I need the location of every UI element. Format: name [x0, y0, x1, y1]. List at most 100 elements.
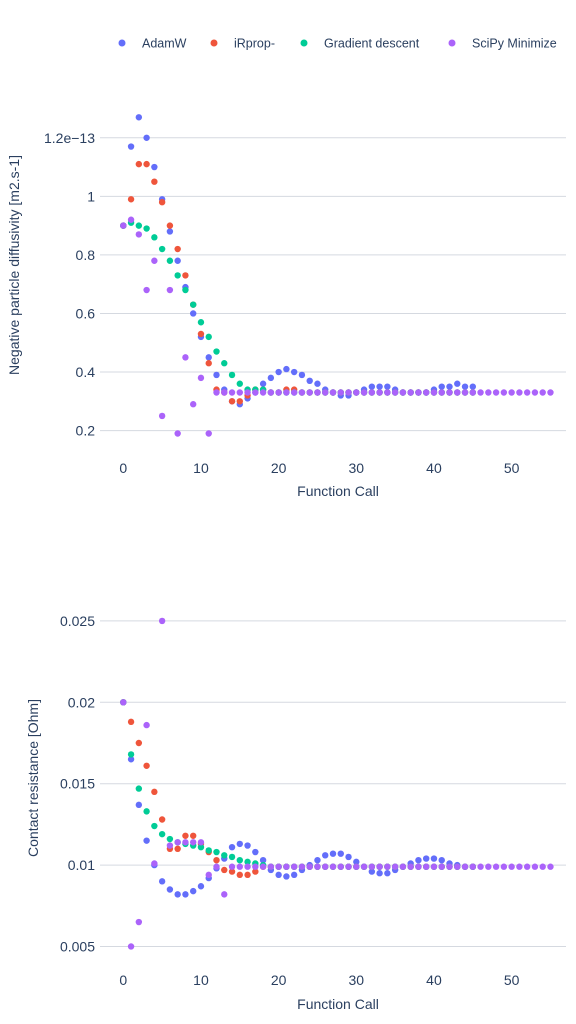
data-point[interactable]: [158, 198, 166, 206]
data-point[interactable]: [190, 301, 197, 308]
data-point[interactable]: [213, 848, 220, 856]
data-point[interactable]: [182, 354, 189, 361]
data-point[interactable]: [174, 430, 181, 437]
data-point[interactable]: [190, 401, 197, 408]
data-point[interactable]: [182, 839, 189, 846]
data-point[interactable]: [368, 383, 376, 390]
data-point[interactable]: [423, 855, 430, 862]
data-point[interactable]: [290, 368, 298, 376]
data-point[interactable]: [454, 380, 461, 387]
data-point[interactable]: [485, 389, 492, 396]
data-point[interactable]: [283, 365, 290, 373]
data-point[interactable]: [469, 863, 476, 870]
data-point[interactable]: [329, 850, 337, 857]
data-point[interactable]: [353, 389, 360, 396]
data-point[interactable]: [182, 272, 189, 279]
data-point[interactable]: [213, 348, 220, 355]
data-point[interactable]: [415, 856, 422, 864]
data-point[interactable]: [430, 863, 438, 870]
data-point[interactable]: [205, 430, 212, 437]
data-point[interactable]: [523, 389, 531, 396]
data-point[interactable]: [547, 863, 554, 870]
data-point[interactable]: [267, 374, 275, 382]
data-point[interactable]: [469, 383, 476, 390]
data-point[interactable]: [197, 883, 205, 890]
data-point[interactable]: [376, 383, 383, 390]
data-point[interactable]: [461, 383, 469, 390]
data-point[interactable]: [221, 866, 228, 874]
data-point[interactable]: [399, 389, 407, 396]
data-point[interactable]: [236, 840, 243, 848]
data-point[interactable]: [477, 863, 484, 870]
data-point[interactable]: [221, 389, 228, 396]
data-point[interactable]: [446, 863, 453, 870]
data-point[interactable]: [290, 871, 298, 879]
data-point[interactable]: [143, 134, 150, 141]
data-point[interactable]: [516, 863, 523, 870]
data-point[interactable]: [283, 389, 290, 396]
data-point[interactable]: [244, 842, 251, 849]
data-point[interactable]: [259, 380, 267, 387]
data-point[interactable]: [275, 871, 282, 879]
data-point[interactable]: [430, 855, 438, 862]
data-point[interactable]: [143, 837, 150, 844]
data-point[interactable]: [337, 863, 344, 870]
data-point[interactable]: [391, 863, 399, 870]
data-point[interactable]: [384, 383, 391, 390]
data-point[interactable]: [166, 886, 174, 893]
data-point[interactable]: [461, 863, 469, 870]
data-point[interactable]: [174, 891, 181, 898]
data-point[interactable]: [252, 848, 259, 856]
data-point[interactable]: [407, 863, 414, 870]
data-point[interactable]: [329, 389, 337, 396]
data-point[interactable]: [174, 272, 181, 279]
data-point[interactable]: [228, 868, 236, 875]
data-point[interactable]: [329, 863, 337, 870]
data-point[interactable]: [135, 222, 143, 229]
data-point[interactable]: [275, 863, 282, 870]
data-point[interactable]: [151, 860, 158, 867]
data-point[interactable]: [485, 863, 492, 870]
data-point[interactable]: [368, 863, 376, 870]
data-point[interactable]: [236, 380, 243, 387]
data-point[interactable]: [337, 850, 344, 857]
data-point[interactable]: [151, 257, 158, 264]
data-point[interactable]: [135, 801, 143, 809]
data-point[interactable]: [508, 863, 515, 870]
data-point[interactable]: [376, 863, 383, 870]
data-point[interactable]: [236, 856, 243, 864]
data-point[interactable]: [438, 383, 445, 390]
data-point[interactable]: [267, 389, 275, 396]
data-point[interactable]: [368, 868, 376, 875]
data-point[interactable]: [275, 389, 282, 396]
data-point[interactable]: [205, 354, 212, 361]
data-point[interactable]: [244, 863, 251, 870]
data-point[interactable]: [135, 160, 143, 168]
data-point[interactable]: [306, 389, 313, 396]
legend[interactable]: AdamW iRprop- Gradient descent SciPy Minimi…: [118, 37, 557, 51]
data-point[interactable]: [384, 863, 391, 870]
data-point[interactable]: [228, 371, 236, 379]
data-point[interactable]: [213, 371, 220, 379]
data-point[interactable]: [158, 617, 166, 625]
data-point[interactable]: [438, 863, 445, 870]
data-point[interactable]: [151, 178, 158, 185]
data-point[interactable]: [158, 245, 166, 253]
data-point[interactable]: [438, 389, 445, 396]
data-point[interactable]: [135, 918, 143, 926]
data-point[interactable]: [298, 389, 306, 396]
data-point[interactable]: [228, 389, 236, 396]
data-point[interactable]: [259, 389, 267, 396]
data-point[interactable]: [197, 319, 205, 326]
data-point[interactable]: [166, 835, 174, 843]
data-point[interactable]: [197, 843, 205, 851]
data-point[interactable]: [127, 718, 135, 726]
data-point[interactable]: [228, 843, 236, 851]
data-point[interactable]: [151, 788, 158, 796]
data-point[interactable]: [221, 852, 228, 859]
data-point[interactable]: [407, 389, 414, 396]
data-point[interactable]: [314, 380, 321, 387]
data-point[interactable]: [143, 286, 150, 294]
data-point[interactable]: [143, 160, 150, 168]
data-point[interactable]: [151, 234, 158, 241]
